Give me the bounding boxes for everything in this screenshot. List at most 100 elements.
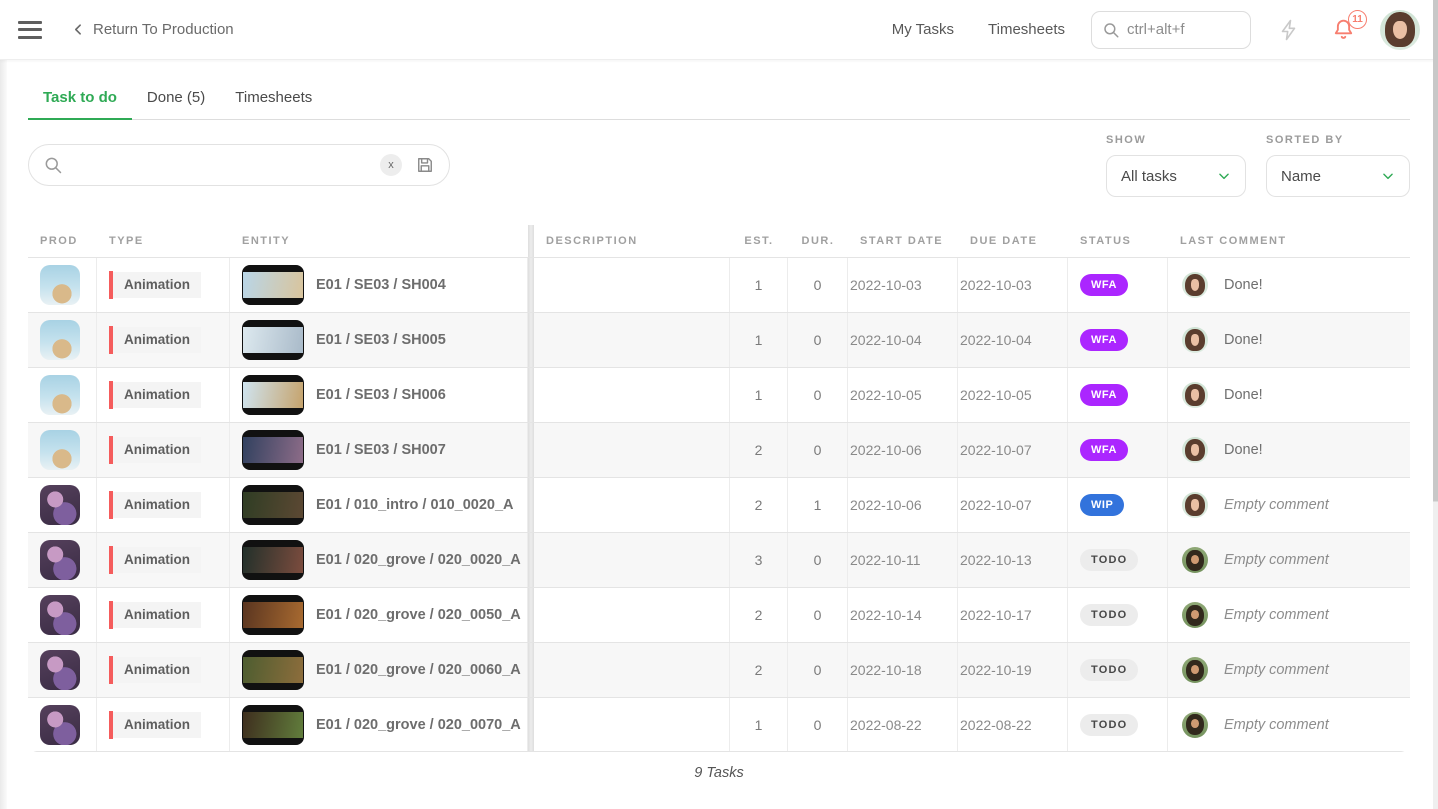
table-row[interactable]: Animation E01 / SE03 / SH005 1 0 2022-10… xyxy=(28,312,1410,367)
status-badge[interactable]: WIP xyxy=(1080,494,1125,516)
status-badge[interactable]: TODO xyxy=(1080,713,1139,736)
shot-thumbnail[interactable] xyxy=(242,265,304,305)
status-badge[interactable]: WFA xyxy=(1080,439,1128,461)
column-resize-handle[interactable] xyxy=(528,588,534,642)
shot-thumbnail[interactable] xyxy=(242,595,304,635)
prod-cell xyxy=(28,368,97,422)
comment-avatar xyxy=(1182,327,1208,353)
column-resize-handle[interactable] xyxy=(528,313,534,367)
type-cell: Animation xyxy=(97,478,230,532)
entity-name-link[interactable]: E01 / 020_grove / 020_0050_A xyxy=(316,607,521,623)
show-filter-group: SHOW All tasks xyxy=(1106,134,1246,197)
entity-name-link[interactable]: E01 / SE03 / SH005 xyxy=(316,332,446,348)
shot-thumbnail[interactable] xyxy=(242,540,304,580)
table-row[interactable]: Animation E01 / 020_grove / 020_0070_A 1… xyxy=(28,697,1410,752)
production-thumbnail[interactable] xyxy=(40,430,80,470)
shot-thumbnail-image xyxy=(243,657,303,683)
global-search-input[interactable] xyxy=(1127,21,1240,38)
notifications-bell-icon[interactable]: 11 xyxy=(1331,10,1367,42)
nav-my-tasks[interactable]: My Tasks xyxy=(891,21,955,38)
entity-name-link[interactable]: E01 / SE03 / SH004 xyxy=(316,277,446,293)
shot-thumbnail[interactable] xyxy=(242,320,304,360)
task-search-box[interactable]: x xyxy=(28,144,450,186)
table-row[interactable]: Animation E01 / 020_grove / 020_0060_A 2… xyxy=(28,642,1410,697)
shot-thumbnail[interactable] xyxy=(242,485,304,525)
column-resize-handle[interactable] xyxy=(528,698,534,751)
status-badge[interactable]: WFA xyxy=(1080,384,1128,406)
shot-thumbnail[interactable] xyxy=(242,650,304,690)
status-badge[interactable]: WFA xyxy=(1080,274,1128,296)
status-badge[interactable]: TODO xyxy=(1080,549,1139,571)
nav-timesheets[interactable]: Timesheets xyxy=(988,21,1065,38)
estimation-cell: 1 xyxy=(730,368,788,422)
back-label: Return To Production xyxy=(93,21,234,38)
clear-search-button[interactable]: x xyxy=(380,154,402,176)
production-thumbnail[interactable] xyxy=(40,320,80,360)
production-thumbnail[interactable] xyxy=(40,595,80,635)
comment-avatar xyxy=(1182,382,1208,408)
task-type-color-bar xyxy=(109,381,113,409)
column-resize-handle[interactable] xyxy=(528,258,534,312)
status-badge[interactable]: TODO xyxy=(1080,604,1139,626)
back-to-production-link[interactable]: Return To Production xyxy=(72,21,234,38)
table-row[interactable]: Animation E01 / 020_grove / 020_0020_A 3… xyxy=(28,532,1410,587)
shot-thumbnail[interactable] xyxy=(242,704,304,745)
type-cell: Animation xyxy=(97,313,230,367)
page-scrollbar[interactable] xyxy=(1433,0,1438,809)
entity-name-link[interactable]: E01 / 020_grove / 020_0070_A xyxy=(316,716,521,733)
column-resize-handle[interactable] xyxy=(528,225,534,257)
column-resize-handle[interactable] xyxy=(528,423,534,477)
tab-done[interactable]: Done (5) xyxy=(146,89,206,106)
status-badge[interactable]: TODO xyxy=(1080,659,1139,681)
entity-cell: E01 / 020_grove / 020_0050_A xyxy=(230,588,528,642)
quick-actions-icon[interactable] xyxy=(1277,18,1301,42)
table-row[interactable]: Animation E01 / SE03 / SH004 1 0 2022-10… xyxy=(28,257,1410,312)
description-cell xyxy=(534,368,730,422)
production-thumbnail[interactable] xyxy=(40,375,80,415)
column-resize-handle[interactable] xyxy=(528,478,534,532)
task-type-badge: Animation xyxy=(113,711,201,738)
filter-selects: SHOW All tasks SORTED BY Name xyxy=(1106,134,1410,197)
sorted-by-select-value: Name xyxy=(1281,167,1322,185)
shot-thumbnail[interactable] xyxy=(242,430,304,470)
entity-name-link[interactable]: E01 / SE03 / SH007 xyxy=(316,442,446,458)
production-thumbnail[interactable] xyxy=(40,265,80,305)
table-row[interactable]: Animation E01 / 010_intro / 010_0020_A 2… xyxy=(28,477,1410,532)
menu-icon[interactable] xyxy=(18,20,42,39)
user-avatar[interactable] xyxy=(1380,9,1420,50)
table-row[interactable]: Animation E01 / SE03 / SH006 1 0 2022-10… xyxy=(28,367,1410,422)
production-thumbnail[interactable] xyxy=(40,650,80,690)
show-select-value: All tasks xyxy=(1121,167,1177,185)
show-select[interactable]: All tasks xyxy=(1106,155,1246,197)
sorted-by-select[interactable]: Name xyxy=(1266,155,1410,197)
tab-task-to-do[interactable]: Task to do xyxy=(28,89,132,120)
entity-cell: E01 / SE03 / SH007 xyxy=(230,423,528,477)
comment-avatar xyxy=(1182,547,1208,573)
production-thumbnail[interactable] xyxy=(40,485,80,525)
comment-avatar xyxy=(1182,602,1208,628)
shot-thumbnail[interactable] xyxy=(242,375,304,415)
header-status: STATUS xyxy=(1080,235,1132,247)
status-badge[interactable]: WFA xyxy=(1080,329,1128,351)
column-resize-handle[interactable] xyxy=(528,368,534,422)
entity-name-link[interactable]: E01 / 020_grove / 020_0020_A xyxy=(316,552,521,568)
task-table-body: Animation E01 / SE03 / SH004 1 0 2022-10… xyxy=(28,257,1410,752)
entity-cell: E01 / 020_grove / 020_0070_A xyxy=(230,698,528,751)
global-search-box[interactable] xyxy=(1091,10,1251,49)
column-resize-handle[interactable] xyxy=(528,643,534,697)
header-entity: ENTITY xyxy=(242,235,291,247)
duration-cell: 0 xyxy=(788,588,848,642)
task-search-input[interactable] xyxy=(71,156,380,174)
table-row[interactable]: Animation E01 / 020_grove / 020_0050_A 2… xyxy=(28,587,1410,642)
table-row[interactable]: Animation E01 / SE03 / SH007 2 0 2022-10… xyxy=(28,422,1410,477)
entity-name-link[interactable]: E01 / 020_grove / 020_0060_A xyxy=(316,662,521,678)
column-resize-handle[interactable] xyxy=(528,533,534,587)
last-comment-text: Empty comment xyxy=(1224,607,1329,623)
save-search-icon[interactable] xyxy=(415,155,435,175)
production-thumbnail[interactable] xyxy=(40,540,80,580)
entity-name-link[interactable]: E01 / 010_intro / 010_0020_A xyxy=(316,497,514,513)
header-description: DESCRIPTION xyxy=(546,235,638,247)
production-thumbnail[interactable] xyxy=(40,704,80,745)
tab-timesheets[interactable]: Timesheets xyxy=(235,89,313,106)
entity-name-link[interactable]: E01 / SE03 / SH006 xyxy=(316,387,446,403)
